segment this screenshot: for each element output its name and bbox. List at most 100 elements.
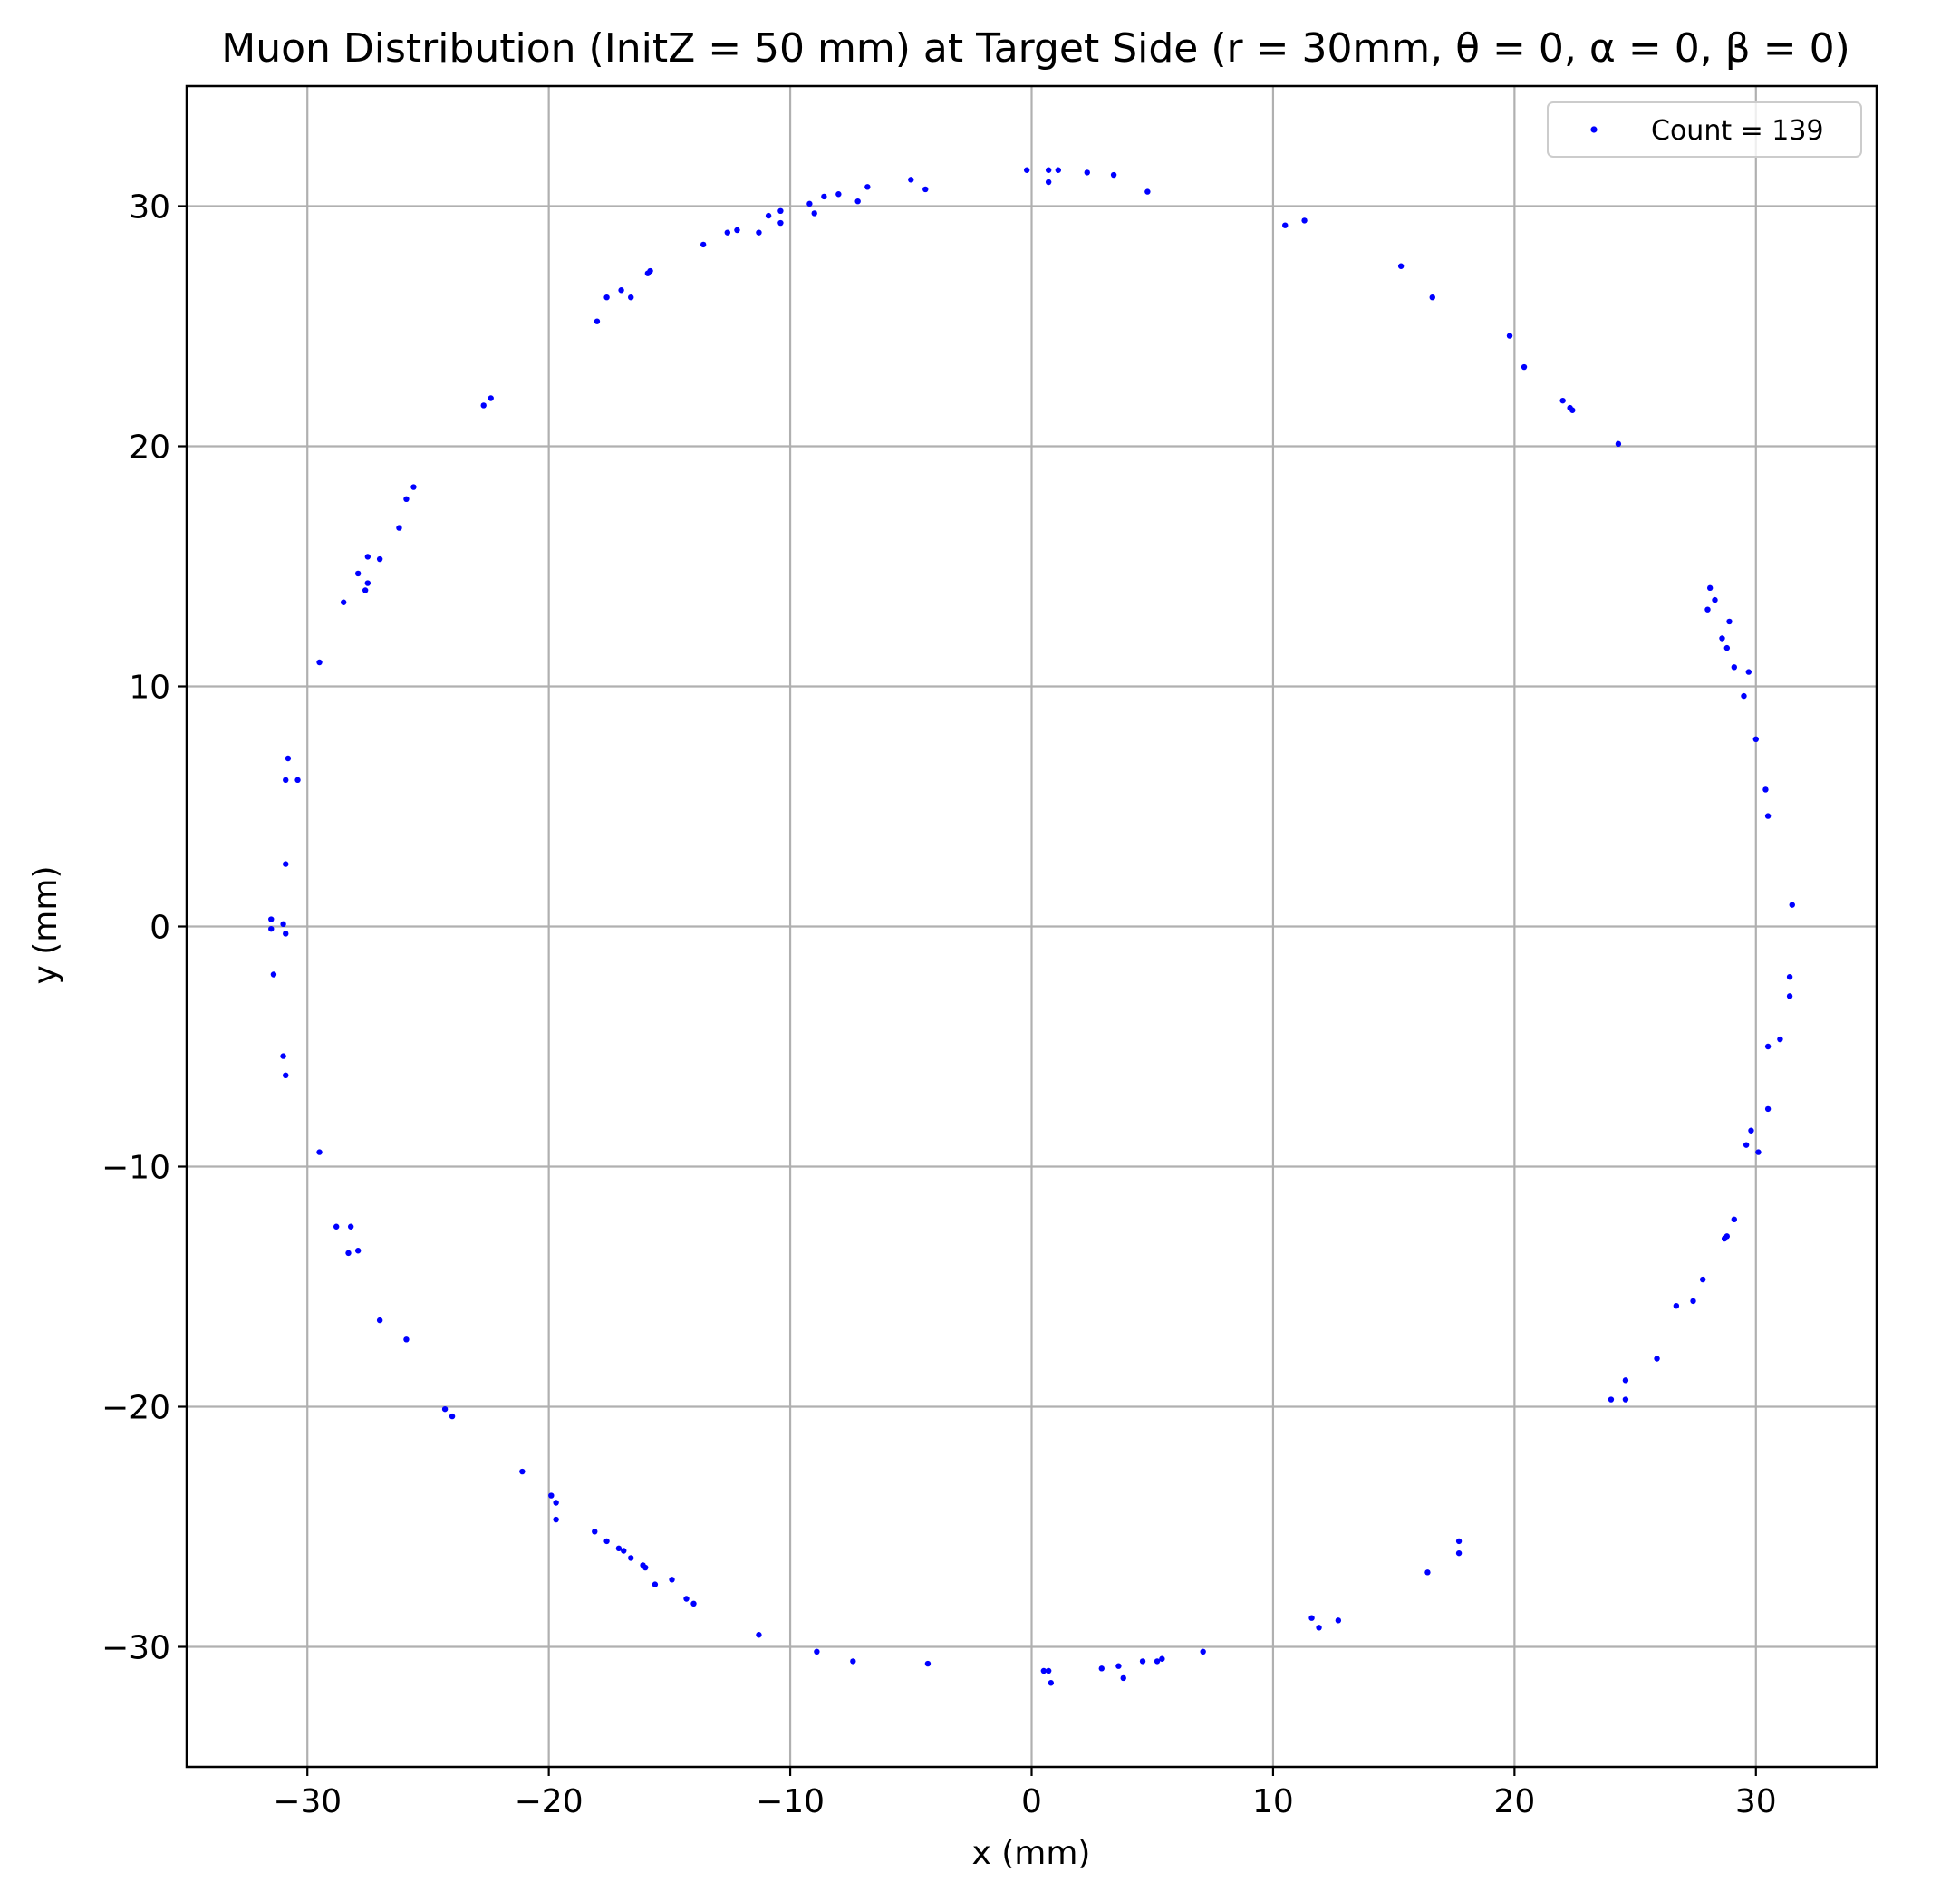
data-point xyxy=(1200,1648,1206,1655)
data-point xyxy=(1455,1538,1463,1545)
data-points xyxy=(268,167,1795,1686)
data-point xyxy=(1455,1549,1463,1557)
data-point xyxy=(553,1500,559,1506)
data-point xyxy=(1726,618,1733,625)
y-tick-label: 20 xyxy=(129,429,170,467)
x-axis-label: x (mm) xyxy=(972,1835,1091,1872)
data-point xyxy=(864,184,871,190)
data-point xyxy=(333,1223,340,1230)
data-point xyxy=(1764,1105,1772,1113)
data-point xyxy=(1154,1658,1161,1665)
data-point xyxy=(1045,179,1052,186)
data-point xyxy=(1608,1396,1615,1403)
data-point xyxy=(1704,606,1711,613)
data-point xyxy=(1023,167,1030,173)
data-point xyxy=(1762,786,1769,793)
data-point xyxy=(592,1529,598,1535)
data-point xyxy=(1308,1615,1315,1621)
data-point xyxy=(441,1405,449,1413)
data-point xyxy=(1098,1665,1105,1672)
data-point xyxy=(1786,993,1793,999)
y-tick-label: −30 xyxy=(101,1630,170,1667)
x-tick-label: 30 xyxy=(1735,1783,1777,1820)
data-point xyxy=(734,227,740,234)
data-point xyxy=(1521,363,1528,371)
data-point xyxy=(1723,1233,1731,1240)
data-point xyxy=(1755,1149,1762,1155)
data-point xyxy=(354,570,362,577)
data-point xyxy=(449,1413,456,1420)
data-point xyxy=(283,931,289,937)
data-point xyxy=(480,402,487,409)
data-point xyxy=(280,1053,286,1059)
data-point xyxy=(362,587,369,593)
x-tick-label: 20 xyxy=(1493,1783,1535,1820)
data-point xyxy=(1731,1216,1738,1223)
data-point xyxy=(1567,404,1573,411)
data-point xyxy=(548,1492,555,1499)
data-point xyxy=(345,1250,352,1257)
data-point xyxy=(1301,217,1308,224)
data-point xyxy=(268,925,275,932)
data-point xyxy=(1559,397,1566,404)
x-tick-label: 0 xyxy=(1021,1783,1042,1820)
data-point xyxy=(1764,813,1772,819)
data-point xyxy=(396,525,402,531)
data-point xyxy=(376,555,383,563)
data-point xyxy=(283,861,289,867)
data-point xyxy=(1040,1667,1048,1674)
data-point xyxy=(364,554,372,560)
data-point xyxy=(376,1317,383,1324)
data-point xyxy=(1706,584,1714,592)
data-point xyxy=(403,1336,410,1343)
data-point xyxy=(1723,644,1731,651)
x-tick-label: 10 xyxy=(1252,1783,1294,1820)
data-point xyxy=(669,1577,675,1583)
data-point xyxy=(908,177,914,183)
data-point xyxy=(268,916,275,922)
data-point xyxy=(1690,1298,1696,1305)
data-point xyxy=(642,1564,649,1571)
data-point xyxy=(644,270,652,276)
data-point xyxy=(1789,902,1795,908)
legend: Count = 139 xyxy=(1547,101,1862,158)
data-point xyxy=(1429,294,1435,301)
data-point xyxy=(1764,1043,1772,1050)
data-point xyxy=(777,219,784,227)
data-point xyxy=(756,1632,762,1638)
y-tick-label: −10 xyxy=(101,1150,170,1187)
data-point xyxy=(1144,188,1151,195)
data-point xyxy=(690,1600,697,1607)
data-point xyxy=(280,921,286,928)
data-point xyxy=(724,229,730,236)
data-point xyxy=(316,1149,323,1155)
data-point xyxy=(1335,1617,1342,1624)
data-point xyxy=(1159,1655,1165,1662)
data-point xyxy=(1110,171,1117,179)
data-point xyxy=(1045,1667,1052,1674)
data-point xyxy=(603,294,610,301)
data-point xyxy=(835,191,842,198)
chart-title: Muon Distribution (InitZ = 50 mm) at Tar… xyxy=(221,25,1850,72)
data-point xyxy=(628,294,634,301)
legend-series-label: Count = 139 xyxy=(1651,115,1824,147)
data-point xyxy=(1139,1658,1146,1665)
data-point xyxy=(1741,692,1747,700)
data-point xyxy=(1673,1303,1680,1309)
data-point xyxy=(652,1581,659,1587)
data-point xyxy=(700,241,707,248)
data-point xyxy=(603,1538,610,1545)
data-point xyxy=(1115,1663,1122,1669)
data-point xyxy=(811,210,817,217)
data-point xyxy=(1084,169,1090,176)
data-point xyxy=(1615,440,1622,448)
data-point xyxy=(340,599,347,605)
data-point xyxy=(283,777,289,784)
data-point xyxy=(814,1648,820,1655)
data-point xyxy=(628,1555,634,1561)
data-point xyxy=(621,1548,627,1554)
data-point xyxy=(316,659,323,666)
data-point xyxy=(364,580,372,586)
